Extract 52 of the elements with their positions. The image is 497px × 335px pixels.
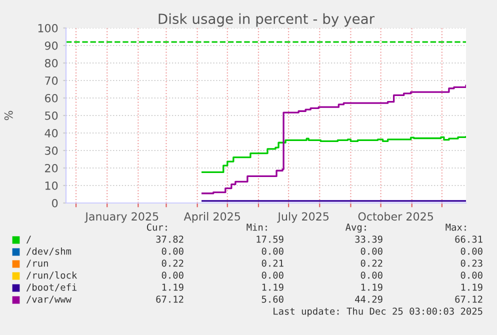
y-tick-label: 40 [44, 128, 58, 138]
text: 5.60 [262, 296, 284, 303]
text: 67.12 [156, 296, 184, 303]
legend-label: /run/lock [26, 271, 78, 280]
chart-title: Disk usage in percent - by year [158, 13, 375, 27]
text: 0.00 [460, 272, 482, 279]
text: 0.00 [162, 272, 184, 279]
text: 1.19 [162, 284, 184, 291]
text: Cur: [146, 224, 167, 231]
text: 17.59 [256, 236, 284, 243]
text: 37.82 [156, 236, 184, 243]
x-tick-label: January 2025 [84, 212, 158, 223]
text: 1.19 [262, 284, 284, 291]
text: Min: [246, 223, 267, 231]
text: 0.00 [360, 248, 382, 255]
y-tick-label: 60 [45, 94, 58, 102]
y-tick-label: 10 [45, 181, 58, 190]
text: 0.00 [162, 248, 184, 255]
text: 0.00 [460, 248, 482, 255]
x-tick-label: July 2025 [277, 212, 329, 223]
text: 1.19 [361, 284, 382, 291]
legend-label: /boot/efi [26, 283, 77, 292]
y-tick-label: 30 [45, 146, 58, 155]
y-tick-label: 20 [45, 164, 58, 172]
text: 0.21 [262, 260, 284, 267]
y-tick-label: 80 [44, 58, 58, 68]
y-tick-label: 50 [45, 111, 58, 120]
text: Last update: Thu Dec 25 03:00:03 2025 [274, 307, 482, 317]
y-tick-label: 90 [44, 41, 58, 50]
y-axis-title: % [4, 110, 13, 120]
text: Avg: [346, 224, 366, 233]
text: 44.29 [355, 296, 382, 303]
text: 0.00 [360, 272, 382, 279]
text: Max: [446, 224, 466, 231]
text: 1.19 [461, 284, 482, 291]
text: 66.31 [455, 236, 482, 243]
legend-label: /dev/shm [26, 247, 72, 256]
y-tick-label: 0 [52, 198, 58, 208]
text: 0.22 [360, 260, 382, 267]
x-tick-label: October 2025 [358, 212, 433, 221]
text: 33.39 [355, 236, 382, 243]
legend-label: / [26, 236, 31, 244]
legend-label: /run [26, 260, 48, 268]
y-tick-label: 100 [38, 24, 58, 32]
text: 0.00 [262, 272, 284, 279]
x-tick-label: April 2025 [184, 212, 240, 223]
text: 67.12 [455, 296, 482, 303]
legend-label: /var/www [26, 296, 72, 304]
text: 0.22 [162, 260, 184, 267]
text: 0.23 [460, 260, 482, 267]
y-tick-label: 70 [45, 76, 58, 85]
text: 0.00 [262, 248, 284, 255]
